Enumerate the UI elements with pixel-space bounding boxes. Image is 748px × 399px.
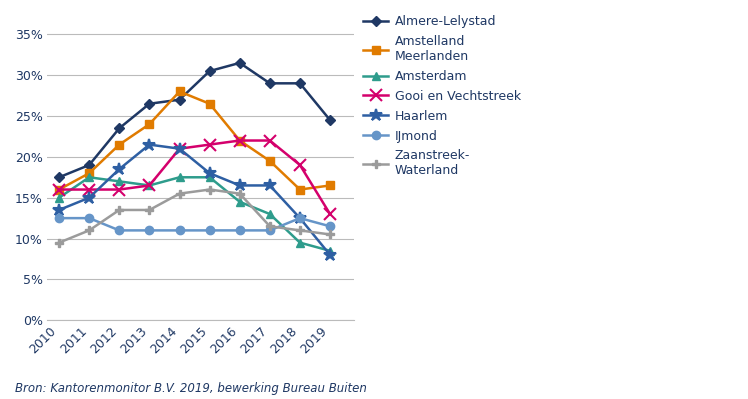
Text: Bron: Kantorenmonitor B.V. 2019, bewerking Bureau Buiten: Bron: Kantorenmonitor B.V. 2019, bewerki… <box>15 382 367 395</box>
IJmond <box>114 228 123 233</box>
Almere-Lelystad <box>235 61 244 65</box>
Amsterdam <box>175 175 184 180</box>
Haarlem <box>266 183 275 188</box>
Haarlem <box>85 196 94 200</box>
IJmond <box>235 228 244 233</box>
IJmond <box>175 228 184 233</box>
Haarlem <box>55 207 64 212</box>
Haarlem <box>235 183 244 188</box>
Amstelland
Meerlanden <box>295 187 304 192</box>
Almere-Lelystad <box>175 97 184 102</box>
Line: Amstelland
Meerlanden: Amstelland Meerlanden <box>55 87 334 194</box>
Gooi en Vechtstreek <box>114 187 123 192</box>
Amstelland
Meerlanden <box>55 187 64 192</box>
Almere-Lelystad <box>145 101 154 106</box>
Amstelland
Meerlanden <box>325 183 334 188</box>
Haarlem <box>295 216 304 221</box>
Almere-Lelystad <box>55 175 64 180</box>
Zaanstreek-
Waterland <box>325 232 334 237</box>
Haarlem <box>325 253 334 257</box>
Line: Zaanstreek-
Waterland: Zaanstreek- Waterland <box>55 186 334 247</box>
Zaanstreek-
Waterland <box>85 228 94 233</box>
Line: Haarlem: Haarlem <box>53 138 337 261</box>
Line: IJmond: IJmond <box>55 214 334 235</box>
Amsterdam <box>266 211 275 216</box>
Gooi en Vechtstreek <box>55 187 64 192</box>
Gooi en Vechtstreek <box>145 183 154 188</box>
Gooi en Vechtstreek <box>205 142 214 147</box>
Amstelland
Meerlanden <box>235 138 244 143</box>
Amsterdam <box>114 179 123 184</box>
IJmond <box>266 228 275 233</box>
Legend: Almere-Lelystad, Amstelland
Meerlanden, Amsterdam, Gooi en Vechtstreek, Haarlem,: Almere-Lelystad, Amstelland Meerlanden, … <box>364 15 521 178</box>
Amsterdam <box>235 200 244 204</box>
Haarlem <box>205 171 214 176</box>
Line: Almere-Lelystad: Almere-Lelystad <box>55 59 334 181</box>
Haarlem <box>175 146 184 151</box>
Zaanstreek-
Waterland <box>235 191 244 196</box>
Haarlem <box>114 167 123 172</box>
Haarlem <box>145 142 154 147</box>
Gooi en Vechtstreek <box>175 146 184 151</box>
IJmond <box>145 228 154 233</box>
IJmond <box>295 216 304 221</box>
Amsterdam <box>325 249 334 253</box>
Zaanstreek-
Waterland <box>114 207 123 212</box>
Almere-Lelystad <box>295 81 304 86</box>
IJmond <box>325 224 334 229</box>
Almere-Lelystad <box>85 163 94 168</box>
Almere-Lelystad <box>114 126 123 130</box>
Zaanstreek-
Waterland <box>295 228 304 233</box>
Amsterdam <box>295 240 304 245</box>
IJmond <box>55 216 64 221</box>
Amsterdam <box>55 196 64 200</box>
Line: Amsterdam: Amsterdam <box>55 173 334 255</box>
Zaanstreek-
Waterland <box>175 191 184 196</box>
Amstelland
Meerlanden <box>175 89 184 94</box>
Gooi en Vechtstreek <box>85 187 94 192</box>
Almere-Lelystad <box>205 69 214 73</box>
Amsterdam <box>205 175 214 180</box>
Almere-Lelystad <box>266 81 275 86</box>
Amstelland
Meerlanden <box>85 171 94 176</box>
Zaanstreek-
Waterland <box>266 224 275 229</box>
Amstelland
Meerlanden <box>145 122 154 126</box>
Amstelland
Meerlanden <box>114 142 123 147</box>
Zaanstreek-
Waterland <box>145 207 154 212</box>
Gooi en Vechtstreek <box>235 138 244 143</box>
Amsterdam <box>85 175 94 180</box>
Line: Gooi en Vechtstreek: Gooi en Vechtstreek <box>54 135 336 219</box>
Amstelland
Meerlanden <box>205 101 214 106</box>
IJmond <box>85 216 94 221</box>
Zaanstreek-
Waterland <box>55 240 64 245</box>
IJmond <box>205 228 214 233</box>
Gooi en Vechtstreek <box>295 163 304 168</box>
Gooi en Vechtstreek <box>266 138 275 143</box>
Gooi en Vechtstreek <box>325 211 334 216</box>
Amstelland
Meerlanden <box>266 158 275 163</box>
Zaanstreek-
Waterland <box>205 187 214 192</box>
Amsterdam <box>145 183 154 188</box>
Almere-Lelystad <box>325 118 334 122</box>
